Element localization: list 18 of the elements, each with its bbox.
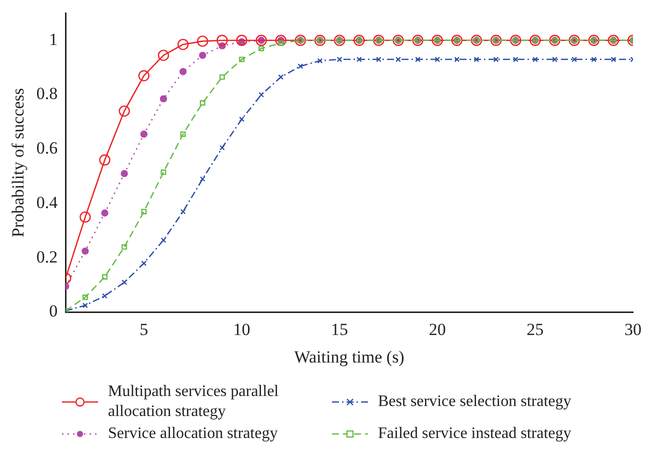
y-tick-label: 0.6 [36, 138, 58, 158]
x-tick-label: 20 [428, 320, 446, 339]
y-tick-label: 0.2 [36, 247, 58, 266]
legend-label: Best service selection strategy [378, 392, 572, 412]
x-tick-label: 30 [624, 320, 642, 339]
x-tick-label: 15 [331, 320, 348, 339]
y-tick-label: 0 [49, 302, 58, 321]
y-axis-title: Probability of success [8, 88, 28, 238]
x-tick-label: 10 [233, 320, 250, 339]
x-axis-title: Waiting time (s) [294, 347, 404, 366]
y-tick-label: 0.4 [36, 192, 58, 212]
y-tick-label: 1 [49, 30, 58, 49]
y-tick-label: 0.8 [36, 84, 58, 104]
legend-label: Service allocation strategy [108, 424, 278, 444]
legend-label: Failed service instead strategy [378, 424, 572, 444]
x-tick-label: 5 [140, 320, 148, 339]
legend-label: Multipath services parallel allocation strategy [108, 382, 280, 422]
x-tick-label: 25 [526, 320, 544, 339]
